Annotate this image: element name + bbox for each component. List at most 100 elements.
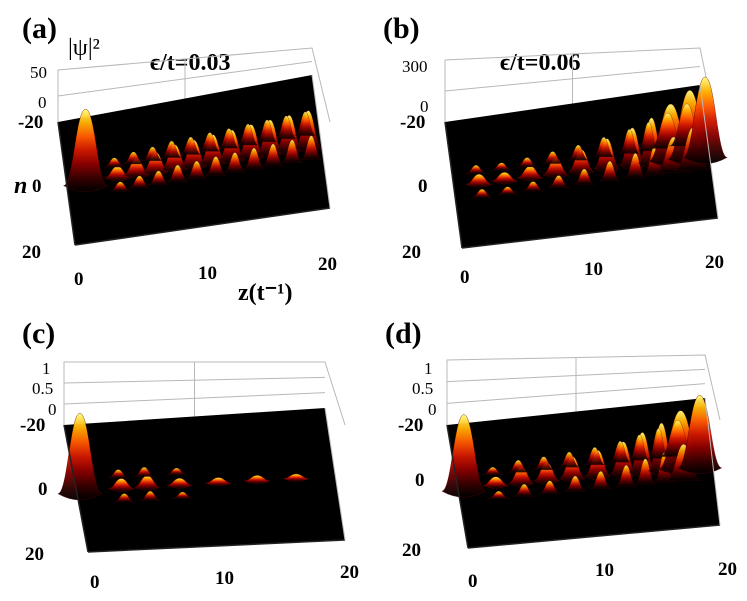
surface-peak-lobe — [542, 151, 564, 164]
surface-peak-lobe — [593, 136, 615, 158]
surface-peak — [134, 475, 161, 491]
surface-peak-lobe — [471, 188, 493, 198]
surface-peak-lobe — [113, 493, 135, 503]
amplitude-tick-label: 0 — [428, 400, 437, 419]
surface-peak-lobe — [548, 175, 570, 188]
panel-d: (d)10.5 0 -20 0 20 0 10 20 — [385, 317, 737, 592]
amplitude-tick-label: 300 — [402, 57, 428, 76]
grid-line — [57, 61, 313, 97]
z-tick-label: 20 — [340, 562, 359, 583]
amplitude-tick-label: 0.5 — [32, 379, 53, 398]
surface-peak-lobe — [573, 168, 595, 185]
surface-peak-lobe — [281, 139, 303, 163]
n-axis-label: n — [14, 173, 27, 199]
surface-peak — [491, 172, 518, 185]
surface-peak-lobe — [262, 143, 284, 167]
z-axis — [461, 217, 719, 249]
z-tick-label: 0 — [74, 269, 84, 290]
n-tick-label: -20 — [400, 112, 425, 133]
panel-letter: (d) — [385, 317, 422, 350]
z-tick-label: 20 — [318, 254, 337, 275]
right-edge — [704, 397, 721, 526]
z-tick-label: 20 — [718, 559, 737, 580]
surface-peak-lobe — [294, 111, 316, 136]
surface-peak-lobe — [167, 164, 189, 182]
amplitude-tick-label: 1 — [42, 359, 51, 378]
n-tick-label: -20 — [18, 112, 43, 133]
surface-peak-lobe — [513, 483, 535, 497]
right-edge — [699, 84, 719, 219]
surface-peak — [465, 173, 493, 188]
surface-peak-lobe — [243, 147, 265, 170]
surface-peak-lobe — [488, 490, 510, 499]
n-axis — [444, 121, 463, 249]
n-tick-label: 20 — [402, 540, 421, 561]
panel-letter: (b) — [383, 12, 420, 45]
z-tick-label: 0 — [90, 572, 100, 593]
surface-peak-lobe — [599, 160, 621, 182]
surface-peak-lobe — [539, 480, 561, 494]
surface-peak-lobe — [161, 140, 183, 158]
surface-peak-lobe — [218, 128, 240, 149]
panel-letter: (a) — [22, 12, 57, 45]
amplitude-tick-label: 1 — [424, 359, 433, 378]
surface-peak-lobe — [300, 135, 322, 160]
grid-line — [446, 383, 706, 404]
z-tick-label: 0 — [460, 267, 470, 288]
surface-peak-lobe — [584, 447, 606, 465]
z-tick-label: 10 — [595, 560, 614, 581]
n-tick-label: -20 — [398, 415, 423, 436]
surface-peak-lobe — [482, 466, 504, 475]
z-tick-label: 0 — [468, 571, 478, 592]
n-tick-label: -20 — [20, 415, 45, 436]
surface-peak-lobe — [558, 451, 580, 468]
n-tick-label: 0 — [38, 479, 48, 500]
surface-peak-lobe — [628, 434, 650, 461]
n-axis — [446, 424, 469, 549]
surface-floor — [447, 398, 720, 548]
surface-peak-lobe — [172, 491, 194, 499]
surface-peak-lobe — [618, 129, 640, 154]
amplitude-tick-label: 50 — [30, 63, 47, 82]
grid-line — [63, 392, 326, 405]
n-tick-label: 20 — [25, 544, 44, 565]
surface-peak-lobe — [199, 132, 221, 152]
surface-peak — [104, 165, 131, 182]
surface-peak — [482, 476, 509, 489]
z-tick-label: 10 — [584, 259, 603, 280]
right-edge — [324, 407, 346, 541]
surface-peak-lobe — [497, 186, 519, 195]
amplitude-tick-label: 0 — [38, 93, 47, 112]
surface-peak-lobe — [491, 162, 513, 171]
surface-peak-lobe — [533, 456, 555, 470]
panel-letter: (c) — [22, 317, 55, 350]
surface-peak-lobe — [133, 466, 155, 477]
amplitude-axis-label: |ψ|² — [68, 35, 100, 61]
surface-peak-lobe — [142, 146, 164, 161]
surface-peak-lobe — [224, 152, 246, 173]
surface-peak-lobe — [107, 469, 129, 479]
grid-line — [444, 66, 701, 92]
surface-floor — [64, 408, 345, 552]
grid-line — [63, 376, 326, 384]
surface-peak-lobe — [275, 115, 297, 139]
surface-peak-lobe — [465, 164, 487, 174]
surface-peak-lobe — [516, 157, 538, 168]
n-tick-label: 0 — [418, 176, 428, 197]
grid-line — [446, 368, 706, 383]
n-tick-label: 0 — [415, 470, 425, 491]
surface-peak-lobe — [205, 156, 227, 176]
surface-peak-lobe — [634, 458, 656, 485]
z-axis — [87, 539, 346, 553]
surface-peak-lobe — [186, 160, 208, 179]
surface-peak-lobe — [109, 181, 131, 192]
n-axis — [57, 121, 76, 246]
surface-peak — [57, 413, 103, 501]
surface-peak-lobe — [567, 144, 589, 161]
surface-peak — [108, 478, 135, 493]
z-tick-label: 20 — [705, 252, 724, 273]
right-edge — [311, 74, 331, 209]
